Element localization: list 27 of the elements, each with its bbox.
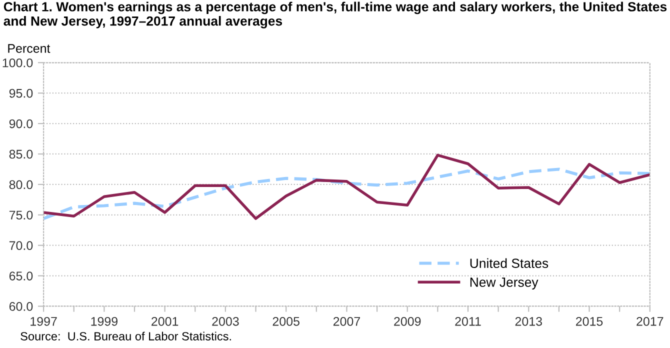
x-tick-label: 2001 — [152, 316, 178, 326]
y-axis-title: Percent — [8, 44, 50, 53]
x-tick-label: 2013 — [515, 316, 542, 326]
legend-label: United States — [470, 258, 548, 268]
y-tick-label: 95.0 — [9, 88, 33, 98]
line-series — [44, 168, 650, 220]
y-tick-label: 65.0 — [9, 272, 33, 280]
x-tick-label: 2017 — [636, 316, 664, 326]
x-tick-label: 2007 — [333, 316, 360, 326]
y-tick-label: 90.0 — [9, 119, 33, 128]
source-note: Source: U.S. Bureau of Labor Statistics. — [20, 332, 231, 340]
x-tick-label: 1997 — [30, 316, 57, 326]
y-tick-label: 75.0 — [9, 210, 33, 220]
line-series — [44, 154, 650, 220]
y-tick-label: 80.0 — [9, 180, 33, 190]
y-tick-label: 85.0 — [9, 150, 33, 159]
y-tick-label: 60.0 — [9, 302, 33, 311]
x-tick-label: 2015 — [576, 316, 603, 326]
x-tick-label: 1999 — [91, 316, 118, 326]
x-tick-label: 2005 — [272, 316, 300, 326]
x-tick-label: 2009 — [394, 316, 421, 326]
x-tick-label: 2003 — [212, 316, 239, 326]
y-tick-label: 100.0 — [2, 58, 33, 68]
x-tick-label: 2011 — [455, 316, 481, 326]
chart-title: Chart 1. Women's earnings as a percentage of men's, full-time wage and salary workers, the United States and New Jersey, 1997–2017 annual averages — [4, 2, 667, 28]
y-tick-label: 70.0 — [9, 241, 33, 250]
legend-label: New Jersey — [470, 278, 538, 290]
